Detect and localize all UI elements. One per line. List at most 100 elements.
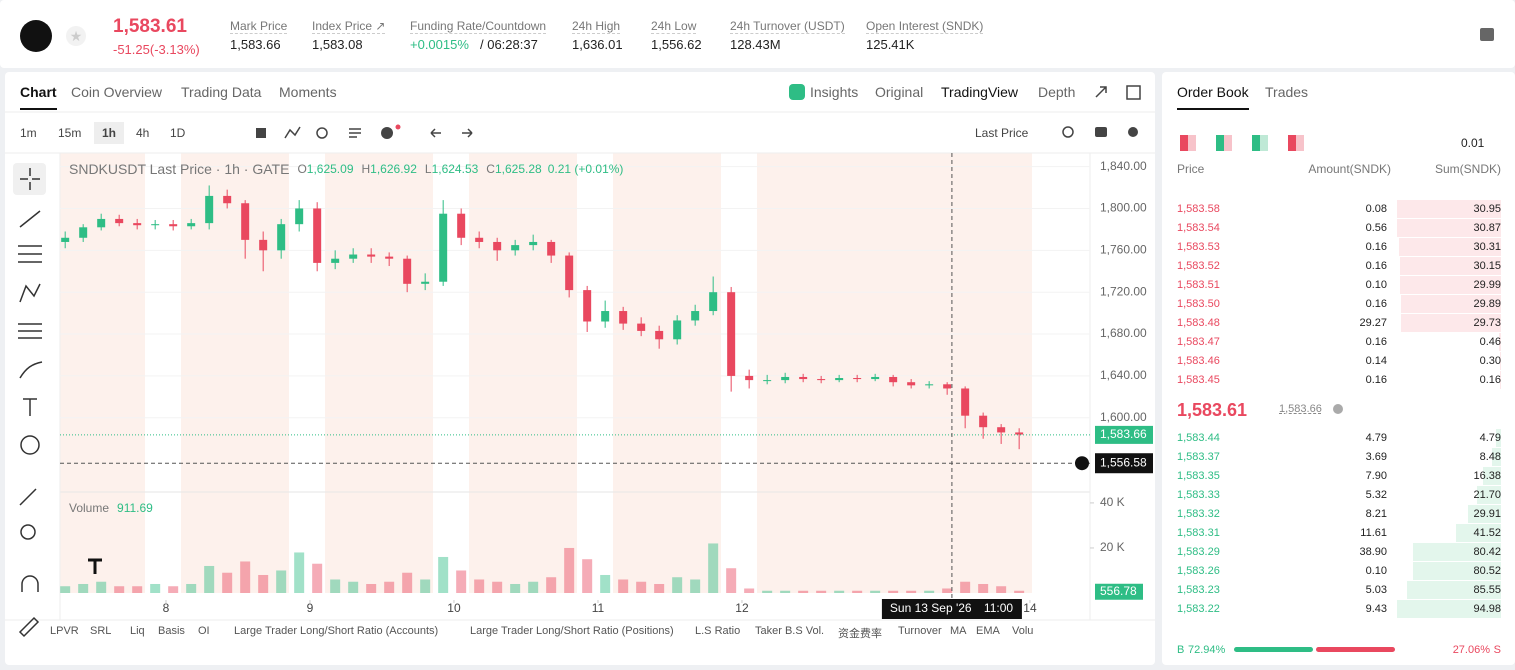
volume-bar [276,570,287,593]
indicator[interactable]: L.S Ratio [695,625,741,637]
indicator[interactable]: Liq [130,625,145,637]
ob-sum: 94.98 [1473,603,1501,615]
ob-view-icon[interactable] [1288,135,1304,151]
expand-icon[interactable] [1095,86,1107,98]
stat-value: 1,556.62 [651,37,702,52]
ob-view-icon[interactable] [1180,135,1196,151]
last-price: 1,583.61 [113,16,187,37]
camera-icon[interactable] [1095,127,1107,137]
depth-bar [1483,467,1501,485]
indicator[interactable]: Basis [158,625,185,637]
candle-body [313,208,322,263]
view-tab[interactable]: Depth [1038,84,1076,100]
plus-icon[interactable] [381,127,393,139]
indicator[interactable]: EMA [976,625,1000,637]
indicator[interactable]: Volu [1012,625,1034,637]
indicator[interactable]: Taker B.S Vol. [755,625,825,637]
template-icon[interactable] [349,128,361,138]
candle-body [673,320,682,340]
chart-tab[interactable]: Trading Data [181,84,262,100]
price-type[interactable]: Last Price [975,126,1029,140]
x-tick-label: 10 [447,601,461,615]
ob-view-icon[interactable] [1216,135,1232,151]
ob-price: 1,583.53 [1177,241,1220,253]
candle-body [853,378,862,380]
ob-price: 1,583.58 [1177,203,1220,215]
indicator[interactable]: SRL [90,625,112,637]
y-tick-label: 1,760.00 [1100,243,1147,257]
channel-tool[interactable] [18,245,42,263]
drawing-tools[interactable] [13,163,46,638]
layout-icon[interactable] [1126,85,1141,100]
candle-body [799,376,808,380]
volume-bar [60,586,71,593]
line-tool[interactable] [19,210,41,228]
volume-bar [960,581,971,593]
ob-price: 1,583.44 [1177,432,1220,444]
candle-type-icon[interactable] [256,128,266,138]
depth-bar [1491,448,1501,466]
view-tab[interactable]: Original [875,84,924,100]
volume-bar [294,552,305,593]
indicator-icon[interactable] [284,126,301,139]
interval[interactable]: 1h [94,122,125,144]
indicator[interactable]: Large Trader Long/Short Ratio (Positions… [470,625,674,637]
view-tab[interactable]: Insights [810,84,859,100]
x-tick-label: 14 [1023,601,1037,615]
indicator[interactable]: 资金费率 [838,628,882,640]
ob-amount: 0.10 [1365,565,1387,577]
emoji-tool[interactable] [20,435,40,455]
undo-icon[interactable] [430,128,441,138]
view-tab[interactable]: TradingView [941,84,1019,100]
search-icon[interactable] [1062,126,1074,138]
ob-amount: 0.56 [1365,222,1387,234]
indicator[interactable]: OI [198,625,210,637]
pattern-tool[interactable] [19,283,41,303]
stat-label: Funding Rate/Countdown [410,19,547,34]
ob-sum: 16.38 [1473,470,1501,482]
last-price-tag [1095,425,1153,444]
volume-bar [618,579,629,593]
last-price-label: 1,583.66 [1100,427,1147,441]
ob-amount: 5.03 [1365,584,1387,596]
redo-icon[interactable] [462,128,473,138]
volume-bar [384,581,395,593]
ob-tab[interactable]: Trades [1265,84,1309,100]
ob-tab[interactable]: Order Book [1177,84,1249,110]
settings-icon[interactable] [1128,127,1138,137]
brush-tool[interactable] [19,361,43,379]
volume-bar [528,581,539,593]
add-alert[interactable] [1075,456,1089,471]
volume-bar [366,583,377,593]
precision[interactable]: 0.01 [1461,136,1485,150]
magnet-tool[interactable] [21,575,39,592]
text-tool[interactable] [23,398,37,416]
chart-tab[interactable]: Coin Overview [71,84,163,100]
ob-price: 1,583.45 [1177,374,1220,386]
ob-view-icon[interactable] [1252,135,1268,151]
interval[interactable]: 4h [136,126,150,140]
chart-tab[interactable]: Chart [20,84,57,110]
candle-body [169,224,178,227]
interval[interactable]: 15m [58,126,82,140]
zoom-tool[interactable] [20,524,36,540]
menu-icon[interactable] [1480,28,1494,41]
pencil-tool[interactable] [18,616,40,638]
crosshair-tool[interactable] [20,168,40,190]
candle-body [817,379,826,381]
interval[interactable]: 1m [20,126,37,140]
fib-tool[interactable] [18,323,42,339]
indicator[interactable]: MA [950,625,967,637]
favorite-star[interactable]: ★ [66,26,86,46]
candle-body [619,311,628,324]
indicator[interactable]: Large Trader Long/Short Ratio (Accounts) [234,625,439,637]
ruler-tool[interactable] [19,488,37,506]
indicator[interactable]: Turnover [898,625,942,637]
x-tick-label: 12 [735,601,749,615]
tool-bg [13,163,46,195]
interval[interactable]: 1D [170,126,186,140]
replay-icon[interactable] [316,127,328,139]
chart-tab[interactable]: Moments [279,84,337,100]
candle-body [583,290,592,322]
indicator[interactable]: LPVR [50,625,79,637]
